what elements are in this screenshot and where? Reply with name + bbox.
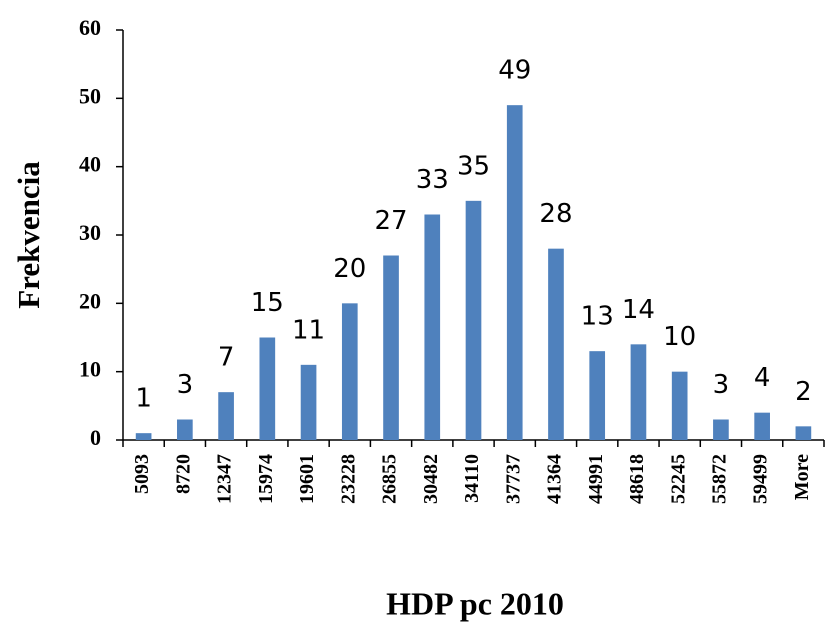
- bar: [135, 433, 152, 440]
- value-label: 3: [713, 370, 730, 400]
- x-axis-title: HDP pc 2010: [386, 585, 564, 621]
- bar: [795, 426, 812, 440]
- bar: [465, 200, 482, 440]
- bar: [506, 105, 523, 441]
- value-label: 10: [663, 322, 696, 352]
- bar: [259, 337, 276, 440]
- value-label: 15: [251, 288, 284, 318]
- bar: [300, 364, 317, 440]
- value-label: 20: [333, 254, 366, 284]
- x-tick-label: 5093: [131, 454, 153, 494]
- value-label: 2: [795, 377, 812, 407]
- bar: [383, 255, 399, 440]
- value-label: 11: [292, 315, 325, 345]
- x-tick-label: 23228: [337, 454, 359, 504]
- value-label: 28: [539, 199, 572, 229]
- x-tick-label: 15974: [255, 454, 277, 504]
- bar: [630, 344, 647, 440]
- y-tick-label: 20: [79, 288, 101, 313]
- value-label: 1: [135, 384, 152, 414]
- value-label: 14: [622, 295, 655, 325]
- value-label: 7: [218, 343, 235, 373]
- x-tick-label: 55872: [709, 454, 731, 504]
- value-label: 13: [581, 302, 614, 332]
- x-tick-label: 26855: [379, 454, 401, 504]
- y-tick-label: 30: [79, 220, 101, 245]
- x-tick-label: More: [791, 454, 813, 500]
- x-tick-label: 8720: [172, 454, 194, 494]
- y-tick-label: 10: [79, 357, 101, 382]
- x-tick-label: 59499: [750, 454, 772, 504]
- bar: [341, 303, 358, 440]
- x-tick-label: 44991: [585, 454, 607, 504]
- bar: [177, 419, 193, 440]
- value-label: 4: [754, 363, 771, 393]
- x-tick-label: 19601: [296, 454, 318, 504]
- y-tick-label: 0: [90, 425, 101, 450]
- value-label: 3: [177, 370, 194, 400]
- bar: [589, 351, 606, 440]
- bar: [548, 248, 564, 440]
- x-tick-label: 52245: [667, 454, 689, 504]
- bar: [671, 371, 688, 440]
- value-label: 35: [457, 151, 490, 181]
- x-tick-label: 34110: [461, 454, 483, 503]
- bar: [713, 419, 729, 440]
- value-label: 33: [416, 165, 449, 195]
- y-tick-label: 40: [79, 152, 101, 177]
- y-axis-title: Frekvencia: [11, 161, 46, 309]
- x-tick-label: 12347: [214, 454, 236, 504]
- x-tick-label: 30482: [420, 454, 442, 504]
- value-label: 49: [498, 56, 531, 86]
- bar: [754, 412, 770, 440]
- y-tick-label: 60: [79, 15, 101, 40]
- bar: [218, 392, 234, 440]
- x-tick-label: 37737: [502, 454, 524, 504]
- bar: [424, 214, 441, 440]
- value-label: 27: [374, 206, 407, 236]
- x-tick-label: 41364: [544, 454, 566, 504]
- x-tick-label: 48618: [626, 454, 648, 504]
- y-tick-label: 50: [79, 83, 101, 108]
